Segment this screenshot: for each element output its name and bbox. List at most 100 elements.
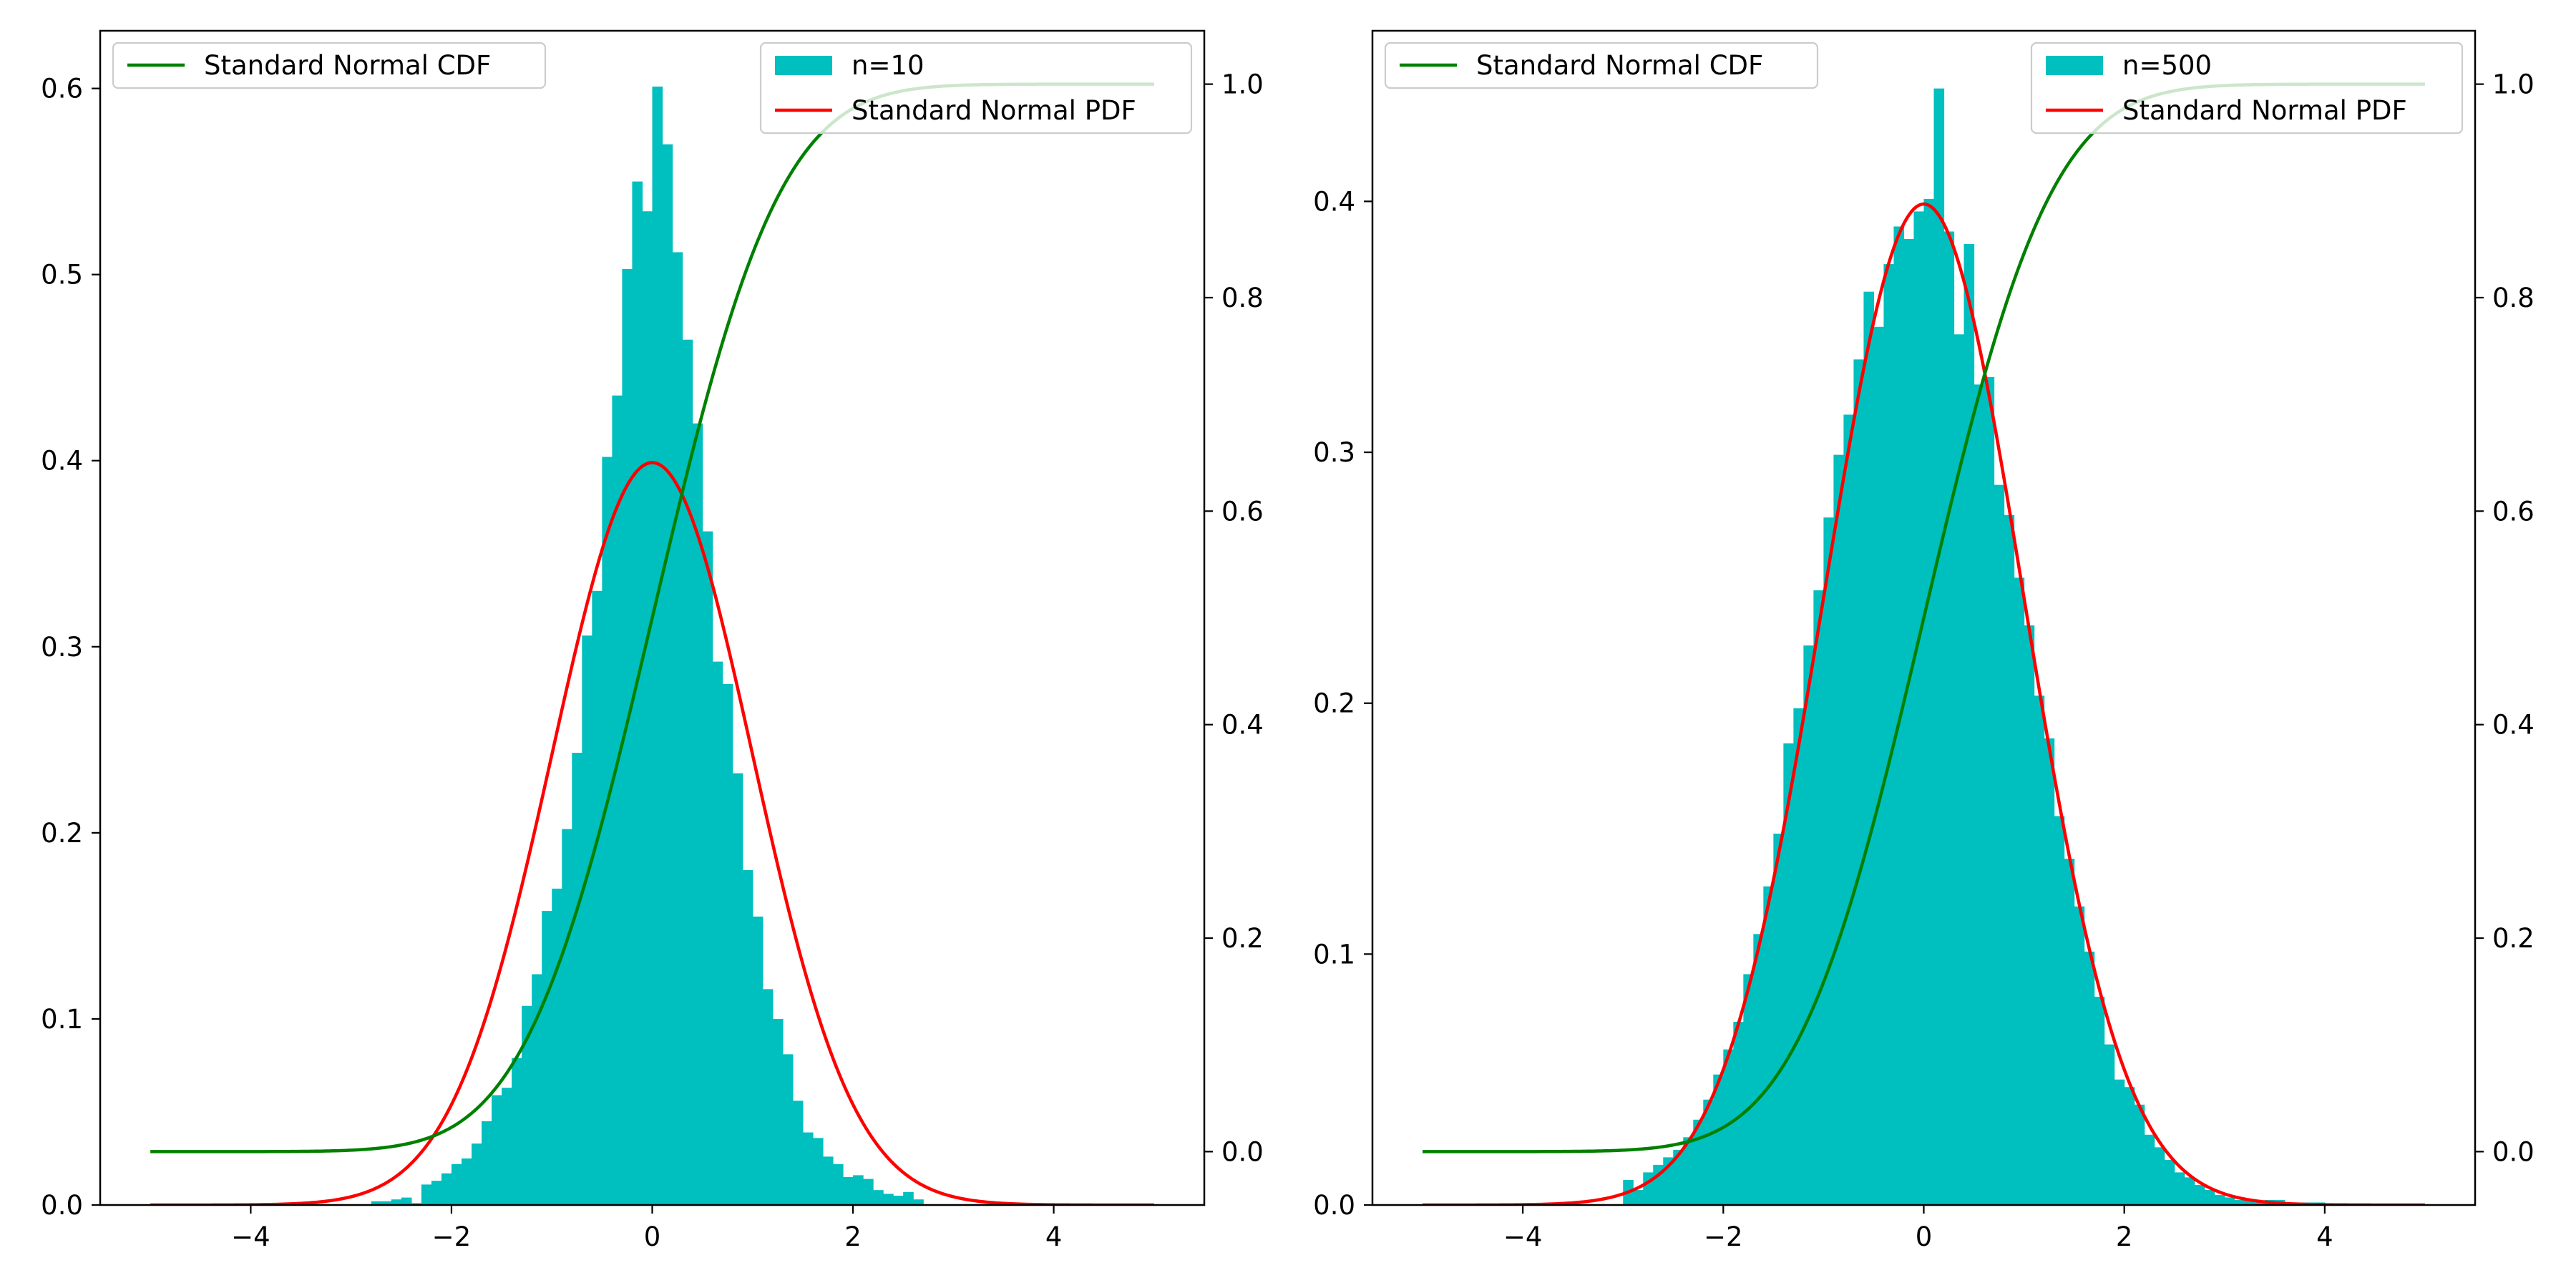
histogram-bar [1673, 1149, 1684, 1205]
histogram-bar [2084, 951, 2095, 1205]
legend-label: Standard Normal CDF [1476, 50, 1763, 81]
histogram-bar [612, 395, 623, 1205]
histogram-bar [2094, 996, 2105, 1205]
histogram-bar [1703, 1099, 1714, 1205]
left-y-tick-label: 0.0 [41, 1190, 83, 1221]
histogram-bar [622, 268, 633, 1205]
x-tick-label: 4 [1045, 1221, 1063, 1252]
left-y-tick-label: 0.4 [41, 446, 83, 477]
histogram-bar [522, 1005, 532, 1205]
legend-label: n=500 [2122, 50, 2212, 81]
histogram-bar [1773, 834, 1784, 1205]
histogram-bar [2074, 906, 2085, 1205]
histogram-bar [421, 1184, 432, 1205]
histogram-bar [1753, 934, 1764, 1205]
histogram-bar [602, 457, 613, 1205]
x-tick-label: 0 [1916, 1221, 1933, 1252]
histogram-bar [371, 1201, 382, 1205]
x-tick-label: −2 [432, 1221, 472, 1252]
histogram-bar [2144, 1134, 2155, 1205]
histogram-bar [782, 1054, 794, 1205]
right-y-tick-label: 0.0 [2492, 1136, 2534, 1167]
histogram-bar [1683, 1137, 1694, 1205]
histogram-bar [1873, 326, 1885, 1205]
pdf-line [1423, 202, 2425, 1205]
histogram-bar [2064, 859, 2075, 1205]
histogram-bar [2234, 1199, 2245, 1205]
x-tick-label: 2 [2116, 1221, 2133, 1252]
left-y-tick-label: 0.1 [41, 1004, 83, 1035]
right-y-tick-label: 0.0 [1221, 1136, 1264, 1167]
histogram-bar [742, 869, 753, 1205]
histogram-bar [1953, 334, 1965, 1205]
legend-swatch [775, 56, 832, 75]
histogram-bar [883, 1194, 894, 1205]
chart-panels: −4 −2 0 2 4 0.0 0.1 0.2 0.3 0.4 0.5 0.6 0.0 0.2 0.4 0.6… [41, 29, 2534, 1252]
right-y-tick-label: 1.0 [2492, 69, 2534, 100]
legend-right: n=500 Standard Normal PDF [2030, 42, 2464, 135]
x-tick-label: −4 [1503, 1221, 1543, 1252]
legend-swatch [2046, 56, 2103, 75]
histogram-bar [1723, 1049, 1734, 1205]
histogram-bar [1803, 645, 1814, 1205]
histogram-bar [873, 1190, 884, 1205]
histogram-bar [792, 1101, 804, 1205]
legend-right: n=10 Standard Normal PDF [759, 42, 1193, 135]
legend-frame [2030, 42, 2464, 135]
histogram-bar [2044, 738, 2055, 1205]
histogram-bar [1863, 291, 1875, 1205]
histogram-bar [542, 911, 552, 1205]
histogram-bars [371, 87, 924, 1205]
histogram-bar [662, 144, 673, 1205]
histogram-bar [562, 829, 572, 1205]
right-y-tick-label: 0.6 [1221, 496, 1264, 527]
right-y-tick-label: 0.4 [2492, 710, 2534, 741]
histogram-bar [2154, 1147, 2165, 1205]
histogram-bar [2114, 1079, 2125, 1205]
legend-frame [1384, 42, 1819, 89]
histogram-bar [802, 1132, 814, 1205]
histogram-bar [1903, 239, 1915, 1205]
histogram-bar [822, 1156, 834, 1205]
left-y-tick-label: 0.1 [1313, 939, 1355, 970]
plot-data [1423, 82, 2425, 1205]
histogram-bar [552, 888, 562, 1205]
histogram-bar [1733, 1022, 1744, 1205]
histogram-bar [1833, 454, 1845, 1205]
histogram-bar [1853, 359, 1865, 1205]
histogram-bar [2014, 577, 2025, 1205]
histogram-bar [512, 1058, 522, 1205]
left-y-tick-label: 0.3 [41, 632, 83, 663]
histogram-bar [2024, 625, 2035, 1205]
legend-label: Standard Normal PDF [852, 95, 1136, 126]
right-y-tick-label: 0.6 [2492, 496, 2534, 527]
histogram-bar [1883, 264, 1895, 1205]
histogram-bar [2054, 816, 2065, 1205]
histogram-bar [1713, 1074, 1724, 1205]
histogram-bar [592, 590, 602, 1205]
histogram-bar [1913, 211, 1925, 1205]
histogram-bar [472, 1143, 482, 1205]
left-y-tick-label: 0.0 [1313, 1190, 1355, 1221]
histogram-bar [1994, 484, 2005, 1205]
left-y-tick-label: 0.3 [1313, 437, 1355, 468]
histogram-bar [2164, 1159, 2175, 1205]
histogram-bar [863, 1179, 874, 1205]
right-y-tick-label: 0.2 [2492, 923, 2534, 954]
histogram-bar [411, 1203, 422, 1205]
chart-panel-1: −4 −2 0 2 4 0.0 0.1 0.2 0.3 0.4 0.5 0.6 0.0 0.2 0.4 0.6… [41, 29, 1264, 1252]
histogram-bar [2034, 696, 2045, 1205]
histogram-bar [2204, 1189, 2215, 1205]
histogram-bar [2104, 1044, 2115, 1205]
histogram-bar [642, 211, 653, 1205]
histogram-bar [391, 1199, 402, 1205]
histogram-bar [1984, 376, 1995, 1205]
legend-left: Standard Normal CDF [1384, 42, 1819, 89]
histogram-bar [702, 531, 713, 1205]
histogram-bar [1633, 1189, 1644, 1205]
histogram-bar [2194, 1184, 2205, 1205]
histogram-bar [1743, 974, 1754, 1205]
histogram-bar [1643, 1172, 1654, 1205]
histogram-bar [832, 1163, 844, 1205]
